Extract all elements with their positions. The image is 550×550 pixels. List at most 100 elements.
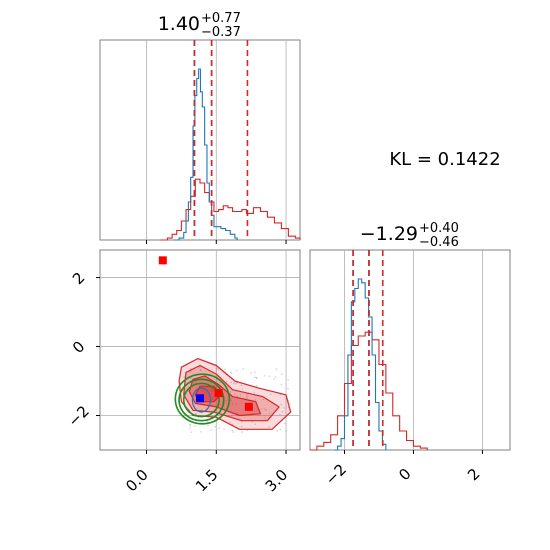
joint-sample-point bbox=[284, 422, 286, 425]
hist-param2-blue-series bbox=[334, 278, 387, 451]
joint-sample-point bbox=[185, 393, 188, 396]
joint-sample-point bbox=[254, 423, 256, 426]
joint-sample-point bbox=[211, 398, 214, 401]
joint-sample-point bbox=[255, 384, 258, 387]
joint-red-marker bbox=[158, 256, 167, 265]
joint-sample-point bbox=[200, 369, 202, 372]
joint-sample-point bbox=[241, 388, 244, 390]
joint-red-marker bbox=[244, 402, 253, 411]
hist-param2-minus: −0.46 bbox=[419, 235, 459, 250]
joint-y-ticks: −2 0 2 bbox=[65, 269, 100, 430]
joint-sample-point bbox=[189, 424, 191, 426]
joint-sample-point bbox=[236, 412, 238, 415]
joint-sample-point bbox=[232, 431, 235, 433]
joint-y-tick-label: 2 bbox=[69, 269, 88, 288]
joint-sample-point bbox=[230, 372, 233, 374]
joint-sample-point bbox=[254, 399, 257, 401]
hist-param2-panel: −2 0 2 −1.29 +0.40 −0.46 bbox=[309, 221, 511, 489]
hist-param1-median: 1.40 bbox=[158, 13, 200, 35]
joint-sample-point bbox=[241, 431, 244, 433]
joint-sample-point bbox=[246, 429, 248, 432]
joint-sample-point bbox=[281, 373, 283, 375]
joint-y-tick-label: −2 bbox=[65, 402, 93, 430]
hist-param1-plus: +0.77 bbox=[201, 11, 241, 26]
joint-sample-point bbox=[246, 397, 248, 399]
joint-sample-point bbox=[230, 399, 232, 402]
joint-green-contours bbox=[174, 373, 231, 425]
joint-sample-point bbox=[279, 413, 281, 416]
joint-x-ticks: 0.0 1.5 3.0 bbox=[122, 450, 291, 495]
joint-sample-point bbox=[197, 417, 200, 419]
joint-sample-point bbox=[276, 429, 279, 432]
joint-sample-point bbox=[262, 398, 264, 401]
joint-sample-point bbox=[219, 381, 221, 384]
joint-sample-point bbox=[264, 417, 266, 420]
joint-x-tick-label: 1.5 bbox=[192, 466, 222, 496]
hist-param2-tick-label: 0 bbox=[395, 465, 414, 484]
hist-param1-red-series bbox=[160, 178, 301, 241]
joint-sample-point bbox=[285, 429, 288, 432]
joint-sample-point bbox=[229, 371, 232, 373]
joint-sample-point bbox=[264, 408, 266, 410]
joint-sample-point bbox=[233, 393, 236, 396]
joint-sample-point bbox=[229, 391, 232, 393]
joint-sample-point bbox=[273, 378, 275, 380]
joint-sample-point bbox=[204, 392, 207, 394]
hist-param2-series bbox=[310, 278, 428, 451]
joint-x-tick-label: 3.0 bbox=[262, 466, 292, 496]
joint-sample-point bbox=[240, 384, 243, 387]
joint-sample-point bbox=[194, 425, 196, 427]
joint-sample-point bbox=[183, 376, 185, 379]
joint-sample-point bbox=[253, 392, 256, 394]
joint-sample-point bbox=[274, 375, 277, 378]
joint-sample-point bbox=[233, 381, 235, 384]
joint-sample-point bbox=[231, 429, 234, 432]
joint-sample-point bbox=[190, 377, 192, 379]
hist-param2-ticks: −2 0 2 bbox=[322, 450, 484, 489]
joint-sample-point bbox=[287, 378, 289, 381]
joint-sample-point bbox=[194, 395, 196, 398]
joint-sample-point bbox=[225, 399, 228, 402]
joint-sample-point bbox=[253, 371, 256, 374]
joint-sample-point bbox=[260, 408, 263, 410]
joint-sample-point bbox=[283, 407, 285, 409]
joint-sample-point bbox=[189, 427, 192, 429]
joint-sample-point bbox=[281, 410, 284, 413]
joint-red-marker bbox=[214, 389, 223, 398]
joint-sample-point bbox=[189, 367, 192, 370]
joint-green-contour bbox=[174, 373, 231, 425]
joint-sample-point bbox=[229, 421, 232, 423]
joint-sample-point bbox=[218, 427, 220, 429]
joint-sample-point bbox=[207, 424, 209, 426]
hist-param2-plus: +0.40 bbox=[419, 221, 459, 236]
joint-sample-point bbox=[234, 382, 237, 385]
joint-sample-point bbox=[242, 368, 245, 370]
joint-sample-point bbox=[210, 389, 213, 392]
joint-sample-point bbox=[235, 369, 238, 372]
joint-sample-point bbox=[230, 414, 233, 417]
joint-sample-point bbox=[254, 376, 256, 379]
joint-sample-point bbox=[289, 402, 291, 405]
joint-markers bbox=[158, 256, 253, 411]
joint-sample-point bbox=[224, 368, 226, 371]
joint-blue-marker bbox=[196, 394, 204, 403]
joint-sample-point bbox=[268, 412, 271, 415]
joint-sample-point bbox=[240, 425, 243, 428]
hist-param2-median: −1.29 bbox=[360, 223, 418, 245]
joint-sample-point bbox=[257, 414, 259, 417]
hist-param2-tick-label: 2 bbox=[464, 465, 483, 484]
kl-label: KL = 0.1422 bbox=[389, 149, 500, 170]
joint-green-contour bbox=[178, 378, 225, 422]
joint-sample-point bbox=[263, 375, 266, 377]
joint-sample-point bbox=[195, 381, 198, 383]
joint-sample-point bbox=[235, 403, 237, 405]
joint-sample-point bbox=[189, 424, 191, 426]
joint-sample-point bbox=[225, 381, 228, 383]
joint-sample-point bbox=[280, 383, 283, 386]
joint-sample-point bbox=[214, 425, 217, 428]
hist-param1-grid bbox=[146, 40, 287, 240]
joint-sample-point bbox=[199, 431, 202, 433]
joint-sample-point bbox=[270, 393, 272, 396]
joint-panel: 0.0 1.5 3.0 −2 0 2 bbox=[65, 249, 301, 495]
